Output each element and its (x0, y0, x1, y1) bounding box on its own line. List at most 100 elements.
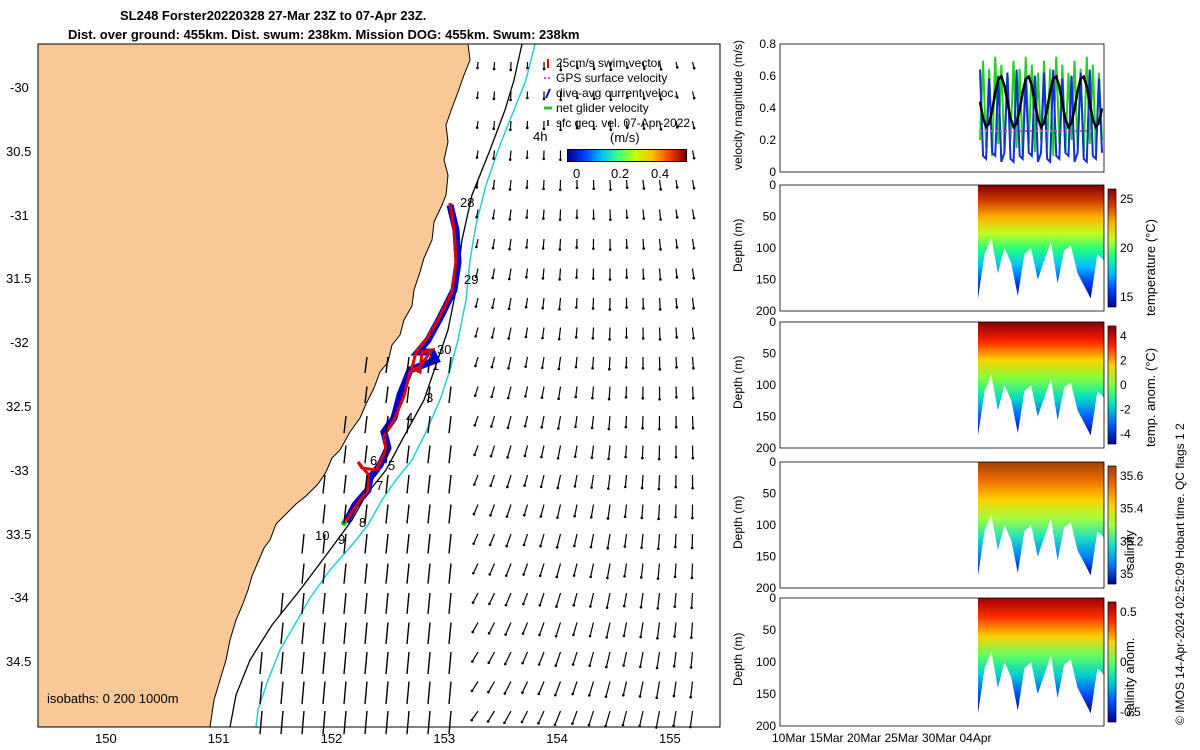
current-arrow (524, 445, 529, 457)
current-arrow-head (639, 665, 642, 669)
current-arrow (406, 622, 410, 644)
current-arrow (589, 622, 595, 637)
current-arrow (505, 622, 512, 635)
current-arrow-head (523, 484, 526, 487)
current-arrow-head (556, 486, 560, 490)
y-tick-label: 100 (756, 378, 776, 392)
current-arrow (690, 681, 694, 698)
current-arrow (448, 533, 452, 554)
current-arrow (541, 415, 545, 428)
current-arrow (492, 150, 496, 159)
current-arrow-head (606, 517, 610, 520)
current-arrow (556, 504, 562, 518)
current-arrow-head (508, 188, 512, 191)
current-arrow (691, 386, 694, 399)
current-arrow-head (659, 278, 662, 281)
latitude-tick-label: -31 (10, 207, 29, 223)
current-arrow (675, 209, 678, 218)
current-arrow (554, 681, 562, 696)
current-arrow-head (591, 366, 594, 370)
longitude-tick-label: 153 (433, 731, 456, 746)
longitude-tick-label: 151 (207, 731, 230, 746)
current-arrow (448, 651, 452, 675)
current-arrow-head (571, 663, 575, 666)
colorbar-label: salinity (1122, 530, 1137, 570)
current-arrow (591, 415, 595, 428)
colorbar-tick-2: 0.4 (651, 166, 670, 181)
current-arrow (539, 563, 545, 576)
current-arrow-head (690, 576, 694, 580)
current-arrow (475, 268, 479, 277)
current-arrow (557, 445, 562, 459)
current-arrow (607, 504, 611, 519)
current-arrow (474, 415, 479, 426)
current-arrow (448, 445, 452, 464)
current-arrow (525, 356, 529, 367)
y-axis-label: Depth (m) (731, 219, 745, 272)
current-arrow (448, 622, 452, 644)
colorbar-tick-label: 0 (1120, 655, 1127, 669)
current-arrow-head (555, 546, 559, 549)
current-arrow-head (657, 457, 661, 461)
current-arrow (540, 474, 545, 487)
colorbar-label: salinity anom. (1122, 638, 1137, 717)
current-arrow (658, 238, 662, 250)
current-arrow-head (523, 454, 527, 458)
current-arrow-head (542, 217, 545, 220)
current-arrow-head (525, 246, 528, 249)
current-arrow (538, 651, 545, 665)
current-arrow (575, 327, 578, 338)
latitude-tick-label: 33.5 (6, 526, 32, 542)
panel-0: 0.8 0.6 0.4 0.2 0 velocity magnitude (m/s) (731, 37, 1105, 179)
current-arrow (343, 504, 347, 524)
profile-field (978, 598, 1104, 714)
current-arrow-head (486, 720, 490, 723)
current-arrow (427, 533, 431, 554)
current-arrow-head (608, 338, 611, 341)
current-arrow-head (559, 98, 563, 102)
current-arrow-head (470, 718, 474, 722)
current-arrow (364, 563, 368, 584)
current-arrow-head (524, 395, 527, 398)
current-arrow-head (639, 576, 643, 579)
current-arrow-head (539, 485, 543, 489)
current-arrow (558, 327, 562, 340)
current-arrow (658, 268, 661, 280)
current-arrow-head (575, 246, 578, 249)
current-arrow (475, 327, 479, 337)
current-arrow-head (675, 276, 679, 279)
current-arrow-head (504, 633, 507, 636)
current-arrow (489, 533, 496, 546)
colorbar-tick-label: 25 (1120, 192, 1134, 206)
current-arrow-head (609, 128, 613, 132)
current-arrow (427, 592, 431, 614)
current-arrow-head (657, 517, 660, 521)
current-arrow-head (558, 248, 562, 251)
current-arrow (523, 474, 529, 486)
current-arrow (301, 651, 305, 675)
current-arrow (490, 474, 496, 486)
current-arrow (622, 681, 628, 696)
current-arrow (343, 563, 347, 584)
colorbar-tick-0: 0 (573, 166, 581, 181)
current-arrow (573, 533, 578, 546)
current-arrow-head (642, 307, 645, 310)
panel-2: 4 2 0 -2 -4 temp. anom. (°C) 0 50 100 150 200 Depth… (731, 315, 1158, 455)
current-arrow (572, 651, 578, 665)
current-arrow-head (525, 126, 529, 130)
current-arrow (280, 592, 284, 614)
current-arrow-head (492, 187, 495, 190)
current-arrow-head (558, 188, 562, 192)
current-arrow (507, 356, 512, 369)
current-arrow-head (592, 187, 596, 191)
current-arrow (301, 681, 305, 705)
current-arrow-head (537, 663, 541, 666)
y-tick-label: 0 (769, 455, 776, 469)
current-arrow-head (642, 67, 646, 70)
current-arrow-head (672, 724, 675, 728)
current-arrow (473, 504, 479, 515)
current-arrow-head (642, 217, 646, 220)
current-arrow-head (473, 453, 476, 457)
current-arrow-head (642, 97, 646, 100)
current-arrow-head (622, 664, 625, 667)
